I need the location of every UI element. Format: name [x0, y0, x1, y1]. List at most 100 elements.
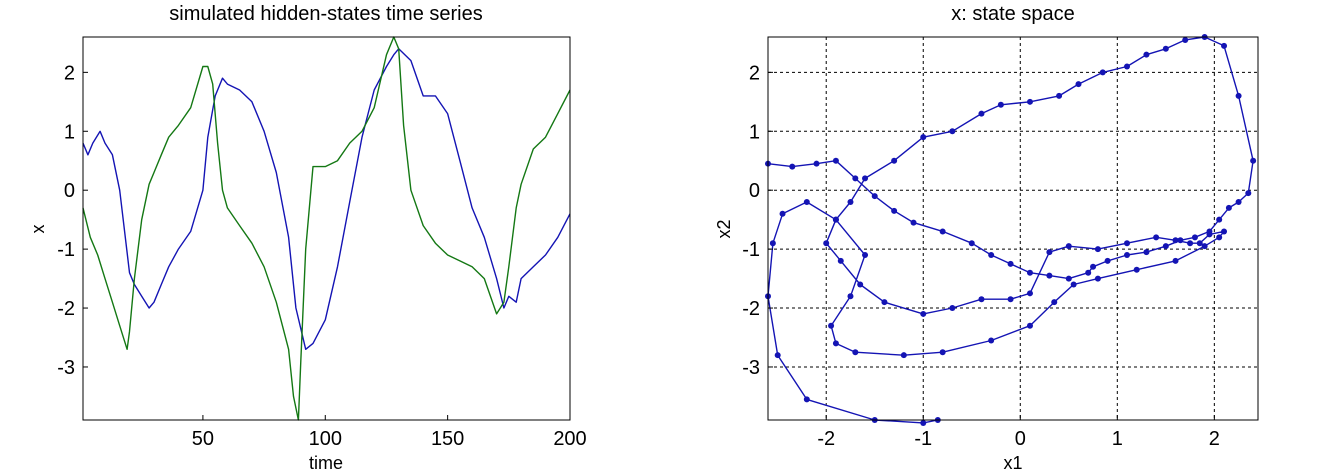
data-point [1026, 290, 1033, 297]
data-point [1225, 204, 1232, 211]
y-tick-label: 0 [749, 180, 760, 202]
data-point [1104, 257, 1111, 264]
data-point [1216, 234, 1223, 241]
data-point [1245, 190, 1252, 197]
series-line-0 [767, 36, 1254, 424]
left-ticks: 50 100 150 200 2 1 0 -1 -2 -3 [57, 62, 586, 450]
y-tick-label: 2 [64, 62, 75, 84]
right-grid [768, 37, 1258, 420]
y-tick-label: 1 [64, 121, 75, 143]
data-point [1124, 240, 1131, 247]
data-point [1099, 69, 1106, 76]
y-tick-label: 2 [749, 62, 760, 84]
data-point [1065, 275, 1072, 282]
y-tick-label: -1 [742, 239, 760, 261]
data-point [968, 240, 975, 247]
data-point [1051, 299, 1058, 306]
data-point [1196, 240, 1203, 247]
x-tick-label: 150 [431, 428, 464, 450]
data-point [852, 175, 859, 182]
series-line-1 [82, 36, 571, 421]
data-point [828, 322, 835, 329]
data-point [832, 216, 839, 223]
data-point [1026, 269, 1033, 276]
data-point [978, 110, 985, 117]
data-point [900, 352, 907, 359]
data-point [813, 160, 820, 167]
data-point [1177, 237, 1184, 244]
data-point [1143, 51, 1150, 58]
data-point [881, 299, 888, 306]
data-point [978, 296, 985, 303]
data-point [862, 252, 869, 259]
y-axis-label: x [28, 225, 48, 234]
data-point [1206, 228, 1213, 235]
right-axes-frame [767, 36, 1259, 421]
data-point [1221, 228, 1228, 235]
data-point [1007, 296, 1014, 303]
data-point [1124, 63, 1131, 70]
data-point [988, 337, 995, 344]
data-point [847, 198, 854, 205]
left-plot-area [82, 36, 571, 421]
data-point [1094, 275, 1101, 282]
y-tick-label: -3 [742, 357, 760, 379]
data-point [1201, 243, 1208, 250]
left-axes-frame [82, 36, 571, 421]
x-tick-label: -2 [817, 428, 835, 450]
data-point [1235, 198, 1242, 205]
data-point [847, 293, 854, 300]
data-point [891, 157, 898, 164]
data-point [1250, 157, 1257, 164]
data-point [1143, 249, 1150, 256]
x-tick-label: 2 [1209, 428, 1220, 450]
data-point [832, 340, 839, 347]
data-point [1216, 216, 1223, 223]
chart-title: simulated hidden-states time series [169, 3, 482, 25]
data-point [1094, 246, 1101, 253]
data-point [1162, 243, 1169, 250]
x-axis-label: time [309, 453, 343, 473]
data-point [1153, 234, 1160, 241]
data-point [1124, 252, 1131, 259]
data-point [1191, 234, 1198, 241]
data-point [939, 349, 946, 356]
x-axis-label: x1 [1003, 453, 1022, 473]
right-plot-area [765, 34, 1257, 426]
data-point [1065, 243, 1072, 250]
data-point [1172, 257, 1179, 264]
data-point [1026, 98, 1033, 105]
x-tick-label: 1 [1112, 428, 1123, 450]
data-point [1046, 272, 1053, 279]
data-point [1162, 45, 1169, 52]
data-point [1187, 240, 1194, 247]
x-tick-label: 100 [309, 428, 342, 450]
x-tick-label: 200 [553, 428, 586, 450]
y-tick-label: -2 [742, 298, 760, 320]
data-point [832, 157, 839, 164]
data-point [920, 310, 927, 317]
data-point [920, 419, 927, 426]
data-point [1026, 322, 1033, 329]
data-point [1075, 81, 1082, 88]
data-point [1172, 237, 1179, 244]
x-tick-label: 0 [1015, 428, 1026, 450]
data-point [910, 219, 917, 226]
data-point [997, 101, 1004, 108]
y-tick-label: 1 [749, 121, 760, 143]
data-point [857, 281, 864, 288]
data-point [1182, 36, 1189, 43]
chart-title: x: state space [951, 3, 1074, 25]
time-series-chart: simulated hidden-states time series time… [28, 3, 587, 473]
data-point [1221, 42, 1228, 49]
data-point [803, 396, 810, 403]
data-point [769, 240, 776, 247]
data-point [1046, 249, 1053, 256]
data-point [939, 228, 946, 235]
data-point [1133, 266, 1140, 273]
y-tick-label: -3 [57, 357, 75, 379]
data-point [949, 128, 956, 135]
data-point [852, 349, 859, 356]
y-tick-label: 0 [64, 180, 75, 202]
